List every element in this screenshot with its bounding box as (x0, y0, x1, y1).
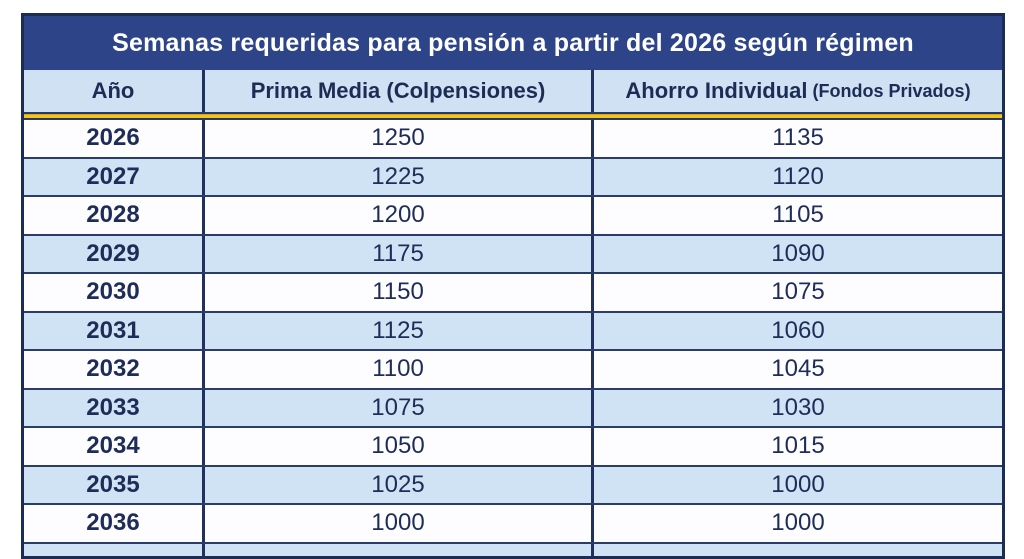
table-row: 2034 1050 1015 (24, 428, 1002, 467)
table-row: 2032 1100 1045 (24, 351, 1002, 390)
prima-media-cell: 1200 (205, 197, 594, 234)
yellow-divider (24, 112, 1002, 120)
prima-media-cell: 1175 (205, 235, 594, 272)
prima-media-cell: 1000 (205, 505, 594, 542)
prima-media-cell: 1225 (205, 158, 594, 195)
table-row: 2028 1200 1105 (24, 197, 1002, 236)
header-year: Año (24, 70, 205, 112)
header-row: Año Prima Media (Colpensiones) Ahorro In… (24, 70, 1002, 112)
table-row: 2035 1025 1000 (24, 466, 1002, 505)
year-cell: 2032 (24, 351, 205, 388)
header-ahorro-sub: (Fondos Privados) (812, 80, 971, 101)
ahorro-individual-cell: 1075 (771, 278, 825, 306)
year-cell (24, 543, 205, 556)
prima-media-cell: 1050 (205, 428, 594, 465)
ahorro-individual-cell: 1120 (772, 162, 824, 190)
year-cell: 2026 (24, 120, 205, 157)
prima-media-cell: 1150 (205, 274, 594, 311)
ahorro-individual-cell: 1135 (772, 124, 824, 152)
table-title: Semanas requeridas para pensión a partir… (24, 16, 1002, 70)
year-cell: 2029 (24, 235, 205, 272)
ahorro-individual-cell: 1090 (771, 239, 825, 267)
table-row: 2033 1075 1030 (24, 389, 1002, 428)
year-cell: 2031 (24, 312, 205, 349)
year-cell: 2030 (24, 274, 205, 311)
header-prima-media: Prima Media (Colpensiones) (205, 70, 594, 112)
ahorro-individual-cell (594, 544, 1002, 556)
prima-media-cell: 1025 (205, 466, 594, 503)
prima-media-cell (205, 543, 594, 556)
prima-media-cell: 1100 (205, 351, 594, 388)
ahorro-individual-cell: 1045 (771, 355, 825, 383)
ahorro-individual-cell: 1105 (772, 201, 824, 229)
ahorro-individual-cell: 1000 (771, 470, 825, 498)
table-row-partial (24, 543, 1002, 556)
ahorro-individual-cell: 1000 (771, 509, 825, 537)
table-row: 2029 1175 1090 (24, 235, 1002, 274)
table-row: 2026 1250 1135 (24, 120, 1002, 159)
table-row: 2036 1000 1000 (24, 505, 1002, 544)
ahorro-individual-cell: 1060 (771, 316, 825, 344)
year-cell: 2033 (24, 389, 205, 426)
prima-media-cell: 1075 (205, 389, 594, 426)
table-row: 2031 1125 1060 (24, 312, 1002, 351)
ahorro-individual-cell: 1030 (771, 393, 825, 421)
pension-weeks-table: Semanas requeridas para pensión a partir… (21, 13, 1005, 559)
year-cell: 2028 (24, 197, 205, 234)
header-ahorro-main: Ahorro Individual (625, 78, 808, 103)
table-row: 2027 1225 1120 (24, 158, 1002, 197)
year-cell: 2027 (24, 158, 205, 195)
ahorro-individual-cell: 1015 (771, 432, 825, 460)
prima-media-cell: 1250 (205, 120, 594, 157)
year-cell: 2036 (24, 505, 205, 542)
year-cell: 2034 (24, 428, 205, 465)
header-ahorro-individual: Ahorro Individual (Fondos Privados) (594, 70, 1002, 112)
year-cell: 2035 (24, 466, 205, 503)
prima-media-cell: 1125 (205, 312, 594, 349)
table-row: 2030 1150 1075 (24, 274, 1002, 313)
